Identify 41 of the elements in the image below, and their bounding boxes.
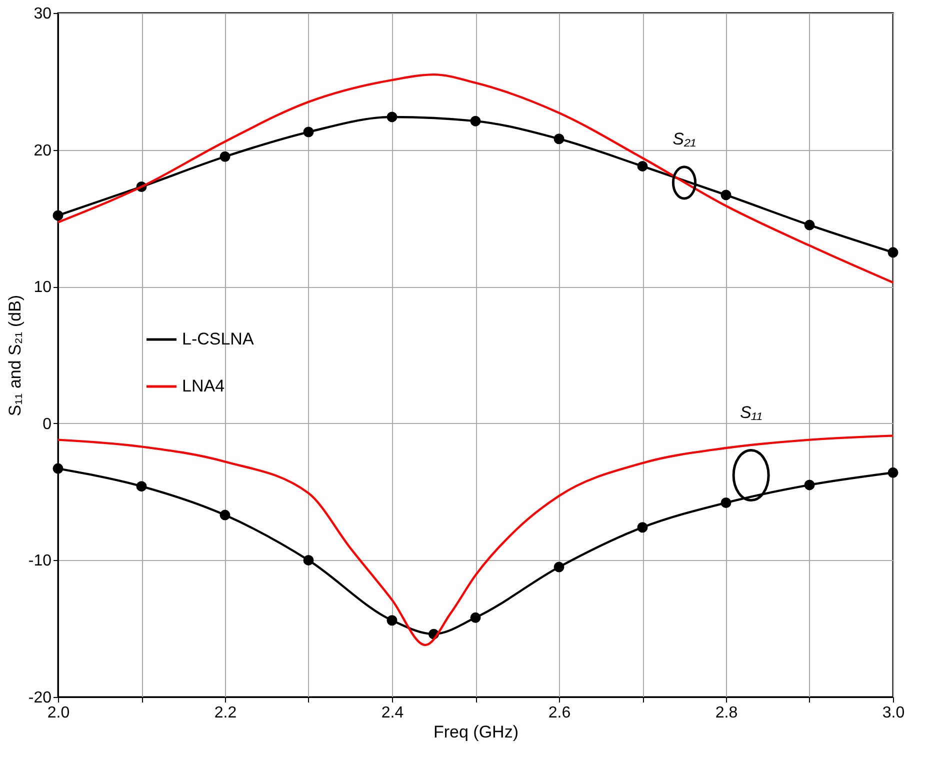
point [554, 134, 564, 144]
point [554, 562, 564, 572]
x-tick-label: 2.2 [214, 704, 237, 722]
point [386, 615, 398, 626]
x-axis-title: Freq (GHz) [434, 722, 518, 742]
x-tick-label: 3.0 [882, 704, 905, 722]
point [470, 612, 481, 623]
point [637, 522, 648, 533]
line-series [56, 434, 894, 646]
point [303, 126, 314, 138]
point [220, 151, 230, 162]
annotation: S₂₁ [672, 129, 696, 148]
point [52, 463, 64, 474]
y-tick-label: 30 [34, 6, 52, 22]
point [386, 112, 398, 122]
point [220, 510, 230, 520]
point [720, 190, 732, 200]
y-axis-title: S₁₁ and S₂₁ (dB) [5, 294, 24, 416]
y-tick-label: -20 [28, 690, 52, 706]
x-tick-label: 2.8 [715, 704, 738, 722]
point [470, 116, 481, 126]
y-tick-label: 20 [34, 142, 52, 160]
x-tick-label: 2.6 [548, 704, 571, 722]
point [720, 498, 732, 508]
point [888, 247, 898, 258]
y-tick-label: 0 [42, 416, 52, 433]
point [637, 160, 648, 172]
x-tick-label: 2.0 [47, 704, 70, 722]
point [303, 554, 314, 566]
x-tick-label: 2.4 [381, 704, 404, 722]
legend-label: LNA4 [182, 376, 225, 396]
legend-label: L-CSLNA [182, 330, 254, 348]
point [52, 210, 64, 221]
annotation: S₁₁ [740, 402, 762, 422]
point [804, 480, 815, 490]
point [888, 467, 898, 478]
y-tick-label: 10 [34, 279, 52, 296]
line-series [56, 73, 894, 284]
point [804, 220, 815, 230]
point [136, 481, 147, 492]
y-tick-label: -10 [28, 552, 52, 570]
